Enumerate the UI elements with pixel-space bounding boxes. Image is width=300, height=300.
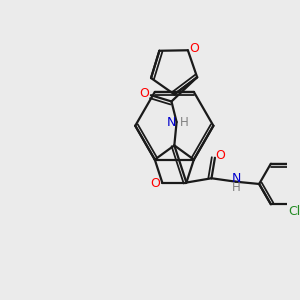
Text: N: N <box>167 116 176 128</box>
Text: Cl: Cl <box>289 205 300 218</box>
Text: O: O <box>216 149 226 162</box>
Text: H: H <box>180 116 189 128</box>
Text: O: O <box>189 42 199 55</box>
Text: O: O <box>150 177 160 190</box>
Text: H: H <box>232 181 240 194</box>
Text: O: O <box>140 87 150 100</box>
Text: N: N <box>231 172 241 185</box>
